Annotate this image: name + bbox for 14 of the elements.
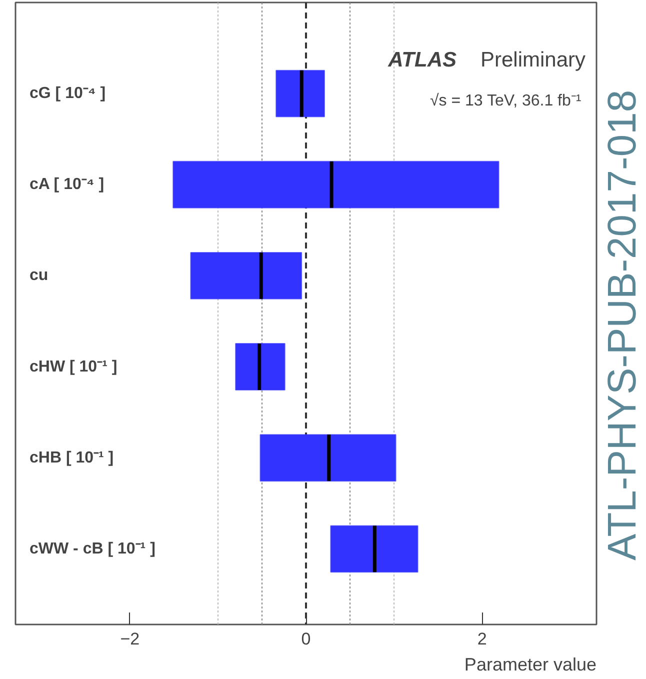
x-axis-title: Parameter value	[464, 654, 597, 674]
annotation: √s = 13 TeV, 36.1 fb⁻¹	[430, 92, 582, 110]
text: ATL-PHYS-PUB-2017-018	[600, 90, 644, 560]
y-tick-label: cA [ 10⁻⁴ ]	[30, 176, 104, 194]
x-tick-label: −2	[120, 630, 140, 648]
annotation: Preliminary	[480, 48, 586, 72]
y-tick-label: cG [ 10⁻⁴ ]	[30, 85, 106, 102]
y-tick-label: cHB [ 10⁻¹ ]	[30, 449, 114, 466]
y-tick-label: cWW - cB [ 10⁻¹ ]	[30, 540, 156, 558]
y-tick-label: cHW [ 10⁻¹ ]	[30, 358, 118, 376]
x-tick-label: 0	[301, 630, 311, 648]
x-tick-label: 2	[477, 630, 487, 648]
y-tick-label: cu	[30, 267, 48, 284]
annotation: ATLAS	[387, 48, 457, 72]
